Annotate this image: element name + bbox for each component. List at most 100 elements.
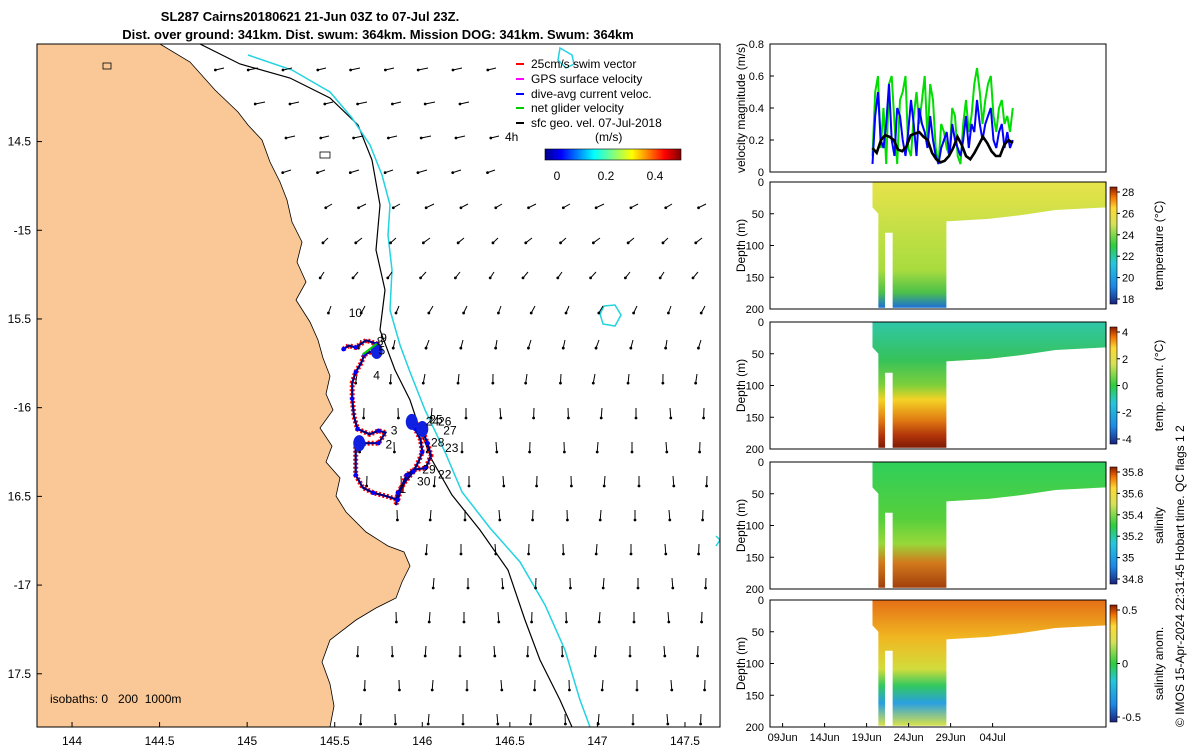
velocity-arrow-head <box>460 450 464 454</box>
velocity-arrow-head <box>493 654 497 658</box>
velocity-arrow <box>324 101 334 105</box>
speed-colorbar-label: (m/s) <box>595 130 622 144</box>
velocity-arrow-head <box>491 241 495 245</box>
velocity-arrow-head <box>466 586 470 590</box>
track-point <box>423 465 428 471</box>
colorbar-tick-label: 35.2 <box>1122 531 1143 543</box>
map-xtick-label: 146 <box>412 734 432 748</box>
map-ytick-label: 15.5 <box>8 312 32 326</box>
legend-net: net glider velocity <box>531 101 624 115</box>
colorbar-tick-label: 18 <box>1122 294 1134 306</box>
velocity-arrow <box>427 713 430 725</box>
velocity-arrow-head <box>567 416 570 420</box>
track-point-label: 1 <box>400 482 407 496</box>
colorbar-tick-label: 34.8 <box>1122 574 1143 586</box>
velocity-arrow <box>289 101 300 105</box>
velocity-arrow-head <box>351 276 355 280</box>
velocity-plot-area <box>770 44 1106 172</box>
velocity-arrow-head <box>530 620 533 624</box>
velocity-arrow-head <box>700 620 703 624</box>
velocity-arrow-head <box>665 450 669 454</box>
track-point <box>395 497 400 503</box>
colorbar-tick-label: 2 <box>1122 354 1128 366</box>
speed-colorbar <box>544 148 682 161</box>
title-line-1: SL287 Cairns20180621 21-Jun 03Z to 07-Ju… <box>161 9 459 24</box>
velocity-arrow-head <box>563 450 566 454</box>
profile-colorbar <box>1109 604 1118 723</box>
velocity-arrow-head <box>566 518 569 522</box>
velocity-arrow-head <box>671 586 675 590</box>
velocity-arrow <box>663 645 666 657</box>
depth-tick-label: 200 <box>746 304 764 316</box>
velocity-arrow-head <box>363 688 366 692</box>
profile-panel-temperature: 0 50 100 150 200 Depth (m) 28 26 24 22 20 18 tempera… <box>734 177 1166 316</box>
colorbar-tick-label: 22 <box>1122 251 1134 263</box>
velocity-arrow-head <box>354 241 358 245</box>
track-point-label: 2 <box>386 437 393 451</box>
colorbar-tick-label: 28 <box>1122 187 1134 199</box>
track-point <box>353 369 358 375</box>
velocity-arrow <box>498 509 501 521</box>
glider-track <box>341 337 434 506</box>
velocity-arrow-head <box>668 518 672 522</box>
track-point <box>420 449 425 455</box>
velocity-arrow-head <box>521 276 525 280</box>
time-tick-label: 29Jun <box>936 732 966 744</box>
velocity-arrow-head <box>398 688 401 692</box>
velocity-y-ticks: 0 0.2 0.4 0.6 0.8 <box>749 39 774 179</box>
colorbar-tick-label: 0 <box>1122 381 1128 393</box>
velocity-arrow-head <box>489 136 493 140</box>
velocity-arrow-head <box>591 381 595 385</box>
velocity-arrow-head <box>389 241 392 245</box>
velocity-arrow-head <box>456 241 460 245</box>
track-point-label: 5 <box>379 343 386 357</box>
track-point-label: 9 <box>380 331 387 345</box>
velocity-arrow-head <box>253 102 257 106</box>
velocity-arrow <box>285 135 296 139</box>
velocity-series <box>871 67 1014 165</box>
map-y-ticks: 14.5 -15 15.5 -16 16.5 -17 17.5 <box>8 135 42 681</box>
track-point-label: 26 <box>438 414 452 428</box>
velocity-arrow-head <box>531 518 534 522</box>
velocity-arrow-head <box>561 206 565 210</box>
track-point <box>376 428 381 433</box>
velocity-arrow <box>425 339 430 349</box>
velocity-arrow-head <box>456 381 460 385</box>
colorbar-tick-label: -2 <box>1122 407 1132 419</box>
velocity-arrow-head <box>387 136 390 140</box>
velocity-arrow <box>669 407 672 419</box>
velocity-arrow-head <box>421 381 425 385</box>
velocity-arrow-head <box>467 484 471 488</box>
velocity-arrow-head <box>430 688 434 692</box>
map-xtick-label: 146.5 <box>495 734 525 748</box>
velocity-arrow-head <box>396 518 399 522</box>
profile-panel-salinity: 0 50 100 150 200 Depth (m) 35.8 35.6 35.4 35.2 35 3… <box>734 457 1166 596</box>
island <box>102 62 112 70</box>
velocity-arrow-head <box>416 68 420 72</box>
depth-axis-label: Depth (m) <box>734 637 748 690</box>
velocity-arrow <box>627 373 630 384</box>
velocity-arrow-head <box>458 654 462 658</box>
velocity-arrow-head <box>670 688 674 692</box>
velocity-arrow <box>497 611 500 623</box>
velocity-arrow-head <box>698 450 701 454</box>
velocity-arrow-head <box>562 552 565 556</box>
velocity-arrow-head <box>397 416 400 420</box>
depth-tick-label: 0 <box>758 177 764 189</box>
dive-cluster <box>416 420 429 437</box>
velocity-arrow-head <box>594 206 598 210</box>
speed-tick-2: 0.4 <box>647 169 664 183</box>
isobath-ring <box>599 304 622 327</box>
velocity-arrow <box>527 339 532 349</box>
velocity-arrow <box>422 373 426 384</box>
velocity-arrow <box>601 679 604 691</box>
velocity-arrow-head <box>669 416 673 420</box>
velocity-arrow <box>595 339 600 349</box>
velocity-arrow-head <box>356 654 359 658</box>
velocity-arrow <box>452 169 462 174</box>
velocity-arrow-head <box>666 722 670 726</box>
velocity-arrow <box>425 543 428 555</box>
